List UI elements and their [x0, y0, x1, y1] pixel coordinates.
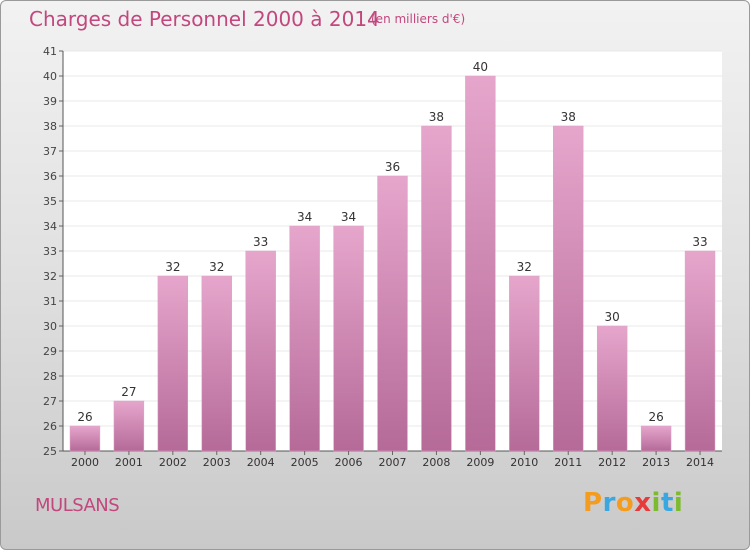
logo-letter: x [634, 488, 652, 518]
x-tick-label: 2006 [335, 456, 363, 469]
bar [157, 275, 189, 452]
y-tick-label: 35 [43, 195, 57, 208]
bar [465, 75, 496, 452]
y-tick-label: 32 [43, 270, 57, 283]
bar [553, 125, 584, 452]
x-tick-label: 2014 [686, 456, 714, 469]
x-tick-label: 2002 [159, 456, 187, 469]
x-tick-label: 2001 [115, 456, 143, 469]
bar-value-label: 32 [165, 260, 180, 274]
bar [69, 425, 101, 452]
bar [421, 125, 452, 452]
y-tick-label: 34 [43, 220, 57, 233]
x-tick-label: 2007 [379, 456, 407, 469]
y-tick-label: 33 [43, 245, 57, 258]
bar-value-label: 30 [605, 310, 620, 324]
logo-letter: t [660, 488, 674, 518]
logo-letter: i [673, 488, 684, 518]
x-tick-label: 2013 [642, 456, 670, 469]
bar [640, 425, 672, 452]
y-tick-label: 29 [43, 345, 57, 358]
bar-value-label: 33 [253, 235, 268, 249]
chart-unit: (en milliers d'€) [371, 12, 466, 26]
y-tick-label: 28 [43, 370, 57, 383]
x-tick-label: 2008 [422, 456, 450, 469]
y-tick-label: 41 [43, 45, 57, 58]
town-name: MULSANS [35, 495, 120, 516]
y-tick-label: 39 [43, 95, 57, 108]
bar [113, 400, 145, 452]
x-tick-label: 2000 [71, 456, 99, 469]
bar [684, 250, 716, 452]
x-tick-label: 2009 [466, 456, 494, 469]
bar-value-label: 36 [385, 160, 400, 174]
x-tick-label: 2004 [247, 456, 275, 469]
bar-value-label: 34 [297, 210, 312, 224]
logo-letter: P [583, 488, 603, 518]
y-tick-label: 26 [43, 420, 57, 433]
bar [333, 225, 364, 452]
bar-value-label: 40 [473, 60, 488, 74]
y-tick-label: 36 [43, 170, 57, 183]
logo-letter: i [651, 488, 661, 518]
x-tick-label: 2011 [554, 456, 582, 469]
logo-letter: r [602, 488, 616, 518]
y-tick-label: 25 [43, 445, 57, 458]
y-tick-label: 30 [43, 320, 57, 333]
y-tick-label: 37 [43, 145, 57, 158]
bar-value-label: 32 [209, 260, 224, 274]
bar [509, 275, 540, 452]
bar-value-label: 26 [648, 410, 663, 424]
x-tick-label: 2003 [203, 456, 231, 469]
bar-value-label: 34 [341, 210, 356, 224]
x-tick-label: 2005 [291, 456, 319, 469]
bar [596, 325, 628, 452]
y-tick-label: 40 [43, 70, 57, 83]
bar-value-label: 32 [517, 260, 532, 274]
logo-letter: o [615, 488, 635, 518]
x-tick-label: 2010 [510, 456, 538, 469]
bar-value-label: 27 [121, 385, 136, 399]
x-tick-label: 2012 [598, 456, 626, 469]
y-tick-label: 38 [43, 120, 57, 133]
y-tick-label: 27 [43, 395, 57, 408]
bar-value-label: 38 [561, 110, 576, 124]
bar-value-label: 26 [77, 410, 92, 424]
y-tick-label: 31 [43, 295, 57, 308]
bar-value-label: 33 [692, 235, 707, 249]
bar [377, 175, 408, 452]
bar [289, 225, 320, 452]
bar-value-label: 38 [429, 110, 444, 124]
chart-title: Charges de Personnel 2000 à 2014 [29, 7, 380, 31]
proxiti-logo: Proxiti [583, 488, 683, 518]
bar [201, 275, 232, 452]
bar [245, 250, 276, 452]
